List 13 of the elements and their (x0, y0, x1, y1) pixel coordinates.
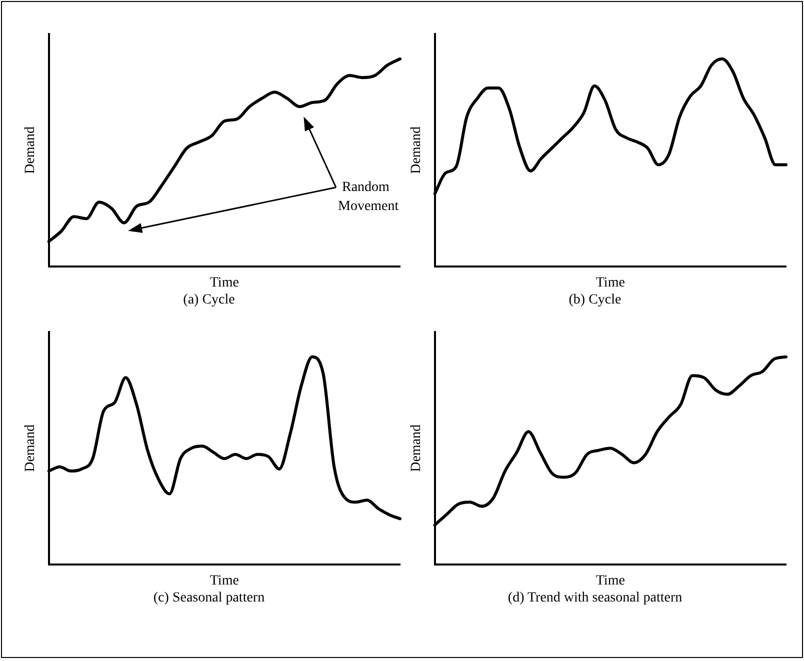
annotation: Random Movement (338, 180, 399, 214)
x-axis-title: Time (210, 573, 239, 588)
x-axis-title: Time (596, 573, 625, 588)
y-axis-title: Demand (23, 126, 38, 174)
text: (c) Seasonal pattern (153, 590, 265, 606)
text: (b) Cycle (568, 292, 622, 308)
y-axis-title: Demand (23, 424, 38, 472)
text: (d) Trend with seasonal pattern (508, 590, 682, 606)
y-axis-title: Demand (409, 424, 424, 472)
x-axis-title: Time (210, 275, 239, 290)
text: (a) Cycle (183, 292, 235, 308)
y-axis-title: Demand (409, 126, 424, 174)
x-axis-title: Time (596, 275, 625, 290)
